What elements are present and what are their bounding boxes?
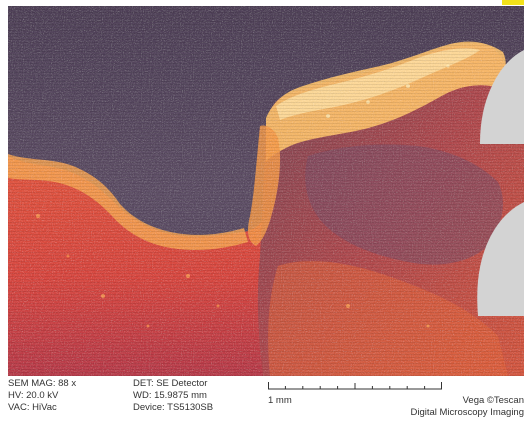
vendor-label: Vega ©Tescan (462, 395, 524, 406)
overlay-digit-1 (480, 50, 524, 144)
scanline-texture (8, 6, 524, 376)
scale-bar (268, 382, 442, 390)
overlay-digit-2 (477, 202, 524, 316)
vendor-subtitle: Digital Microscopy Imaging (410, 407, 524, 418)
micrograph-svg (8, 6, 524, 376)
vac-label: VAC: HiVac (8, 402, 57, 413)
mag-label: SEM MAG: 88 x (8, 378, 77, 389)
device-label: Device: TS5130SB (133, 402, 214, 413)
wd-label: WD: 15.9875 mm (133, 390, 207, 401)
sem-info-bar: SEM MAG: 88 x HV: 20.0 kV VAC: HiVac DET… (0, 376, 524, 424)
scale-bar-label: 1 mm (268, 395, 292, 406)
corner-color-mark (502, 0, 524, 5)
hv-label: HV: 20.0 kV (8, 390, 59, 401)
detector-label: DET: SE Detector (133, 378, 208, 389)
sem-micrograph (8, 6, 524, 376)
